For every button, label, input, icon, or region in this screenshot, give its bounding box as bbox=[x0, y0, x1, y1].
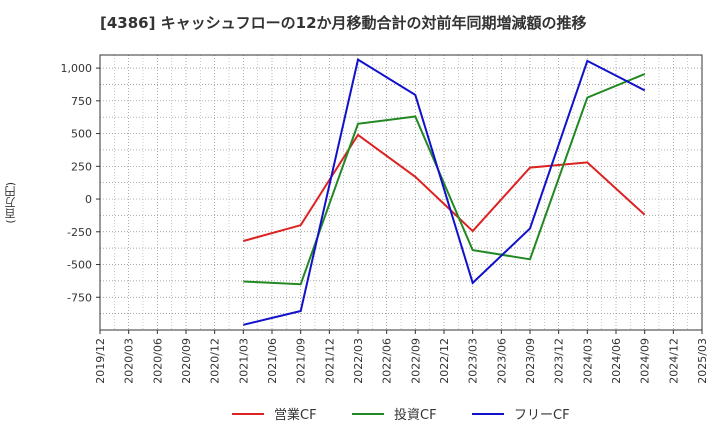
x-tick-label: 2022/03 bbox=[352, 338, 365, 384]
x-tick-label: 2020/03 bbox=[123, 338, 136, 384]
series-line-1 bbox=[243, 133, 646, 242]
y-tick-label: -250 bbox=[67, 226, 92, 239]
x-tick-label: 2024/12 bbox=[667, 338, 680, 384]
x-tick-label: 2021/09 bbox=[295, 338, 308, 384]
x-tick-label: 2022/12 bbox=[438, 338, 451, 384]
y-tick-label: 0 bbox=[85, 193, 92, 206]
x-tick-label: 2023/06 bbox=[495, 338, 508, 384]
axes bbox=[96, 54, 703, 334]
x-tick-label: 2021/12 bbox=[323, 338, 336, 384]
x-tick-label: 2025/03 bbox=[696, 338, 709, 384]
x-tick-labels: 2019/12 2020/03 2020/06 2020/09 2020/12 2021/… bbox=[94, 338, 709, 384]
plot-frame bbox=[99, 54, 703, 331]
x-tick-label: 2020/06 bbox=[151, 338, 164, 384]
legend-label-3: フリーCF bbox=[514, 408, 570, 423]
x-tick-label: 2019/12 bbox=[94, 338, 107, 384]
x-tick-label: 2024/06 bbox=[610, 338, 623, 384]
x-tick-label: 2023/09 bbox=[524, 338, 537, 384]
legend: 営業CF 投資CF フリーCF bbox=[232, 407, 570, 423]
x-tick-label: 2021/03 bbox=[237, 338, 250, 384]
chart-title: [4386] キャッシュフローの12か月移動合計の対前年同期増減額の推移 bbox=[100, 14, 587, 32]
legend-label-2: 投資CF bbox=[394, 407, 437, 423]
x-tick-label: 2024/09 bbox=[639, 338, 652, 384]
x-tick-label: 2023/12 bbox=[553, 338, 566, 384]
x-tick-label: 2020/12 bbox=[209, 338, 222, 384]
legend-label-1: 営業CF bbox=[274, 407, 317, 423]
x-tick-label: 2023/03 bbox=[467, 338, 480, 384]
y-tick-label: 500 bbox=[71, 128, 92, 141]
y-tick-labels: -750 -500 -250 0 250 500 750 1,000 bbox=[61, 62, 93, 304]
x-tick-label: 2022/09 bbox=[409, 338, 422, 384]
y-tick-label: -750 bbox=[67, 291, 92, 304]
x-tick-label: 2022/06 bbox=[381, 338, 394, 384]
y-tick-label: 750 bbox=[71, 95, 92, 108]
y-tick-label: 250 bbox=[71, 160, 92, 173]
series-line-3 bbox=[243, 58, 646, 326]
y-tick-label: -500 bbox=[67, 259, 92, 272]
x-tick-label: 2020/09 bbox=[180, 338, 193, 384]
series-lines bbox=[243, 58, 646, 326]
grid-lines bbox=[99, 55, 703, 330]
y-tick-label: 1,000 bbox=[61, 62, 93, 75]
x-tick-label: 2021/06 bbox=[266, 338, 279, 384]
x-tick-label: 2024/03 bbox=[581, 338, 594, 384]
series-line-2 bbox=[243, 73, 646, 286]
